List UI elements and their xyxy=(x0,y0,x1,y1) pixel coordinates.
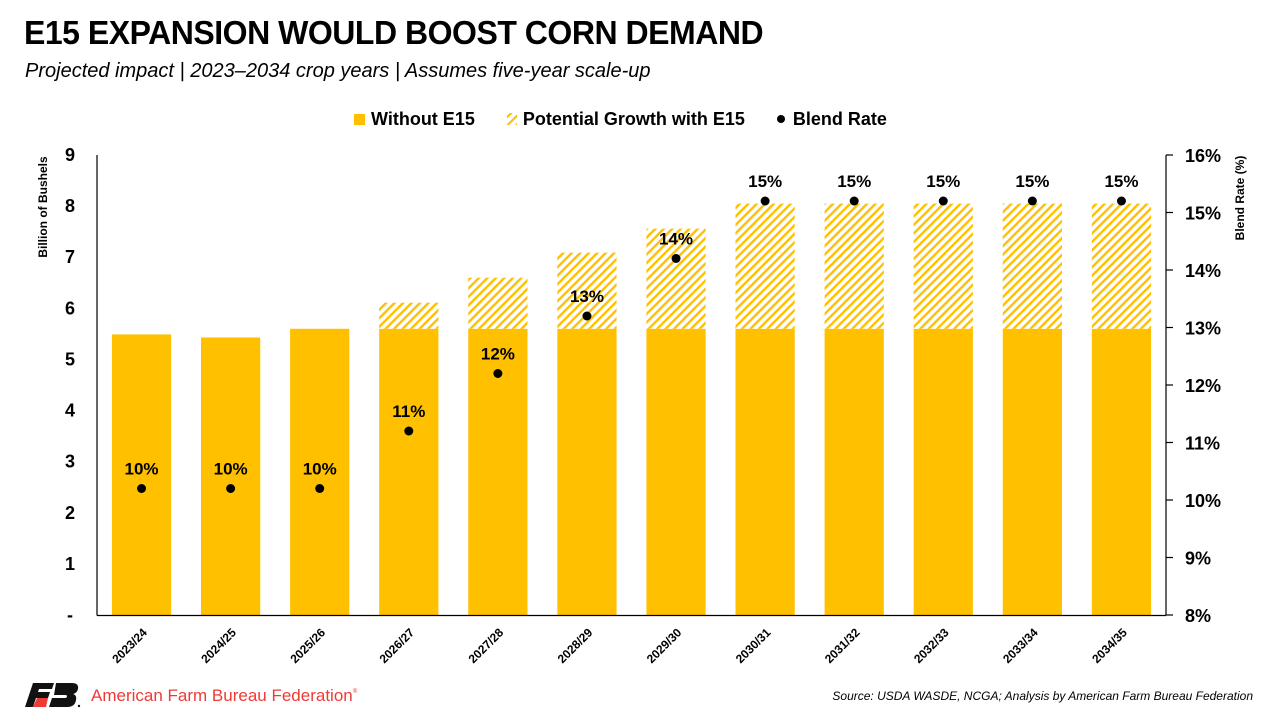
blend-rate-label: 11% xyxy=(392,402,425,421)
bar-potential-growth xyxy=(379,302,439,329)
y2-tick-label: 10% xyxy=(1185,491,1221,511)
blend-rate-dot xyxy=(938,196,948,206)
source-note: Source: USDA WASDE, NCGA; Analysis by Am… xyxy=(832,689,1253,703)
bar-without-e15 xyxy=(379,328,439,615)
bar-potential-growth xyxy=(1002,203,1062,329)
x-tick-label: 2024/25 xyxy=(198,625,239,666)
bar-without-e15 xyxy=(646,328,706,615)
blend-rate-label: 15% xyxy=(1104,172,1138,191)
y-tick-label: 8 xyxy=(65,196,75,216)
solid-square-icon xyxy=(354,113,365,125)
legend: Without E15 Potential Growth with E15 Bl… xyxy=(354,108,887,130)
bar-without-e15 xyxy=(111,334,172,615)
y-tick-label: 6 xyxy=(65,298,75,318)
y-tick-label: 5 xyxy=(65,349,75,369)
legend-item-potential-growth: Potential Growth with E15 xyxy=(506,108,745,130)
afbf-logo xyxy=(24,681,82,709)
legend-label: Blend Rate xyxy=(792,108,887,129)
blend-rate-label: 15% xyxy=(837,172,871,191)
blend-rate-dot xyxy=(315,484,325,493)
bar-without-e15 xyxy=(290,328,350,615)
blend-rate-label: 10% xyxy=(214,460,248,479)
blend-rate-dot xyxy=(1027,196,1037,206)
blend-rate-label: 12% xyxy=(481,345,515,364)
x-tick-label: 2025/26 xyxy=(287,625,328,666)
blend-rate-dot xyxy=(1116,196,1126,206)
bar-potential-growth xyxy=(913,203,973,329)
x-tick-label: 2028/29 xyxy=(555,625,596,666)
blend-rate-dot xyxy=(137,484,147,493)
blend-rate-dot xyxy=(760,196,770,206)
chart-subtitle: Projected impact | 2023–2034 crop years … xyxy=(25,60,651,82)
y2-tick-label: 8% xyxy=(1185,606,1211,626)
chart-title: E15 EXPANSION WOULD BOOST CORN DEMAND xyxy=(24,14,764,51)
legend-label: Without E15 xyxy=(371,108,475,129)
legend-item-blend-rate: Blend Rate xyxy=(776,108,887,130)
dots-layer: 10% 10% 10% 11% 12% 13% 14% 15% 15% 15% 15% 15% xyxy=(125,172,1138,493)
y2-tick-label: 15% xyxy=(1185,204,1221,224)
afbf-logo-icon xyxy=(25,683,81,708)
bar-potential-growth xyxy=(646,228,706,329)
bar-without-e15 xyxy=(1002,328,1062,615)
hatched-square-icon xyxy=(506,113,517,125)
bar-potential-growth xyxy=(468,277,528,329)
dot-icon xyxy=(776,115,785,123)
x-tick-label: 2029/30 xyxy=(644,625,685,666)
y2-tick-label: 12% xyxy=(1185,376,1221,396)
org-name-text: American Farm Bureau Federation xyxy=(91,686,353,705)
x-tick-label: 2026/27 xyxy=(377,625,418,666)
y-tick-label: 7 xyxy=(65,247,75,267)
org-name: American Farm Bureau Federation® xyxy=(91,686,357,706)
bar-without-e15 xyxy=(557,328,617,615)
x-tick-label: 2032/33 xyxy=(911,625,952,666)
blend-rate-label: 15% xyxy=(926,172,960,191)
x-tick-label: 2023/24 xyxy=(109,625,150,666)
y-tick-label: 3 xyxy=(65,452,75,472)
y2-tick-label: 11% xyxy=(1185,434,1220,454)
blend-rate-label: 15% xyxy=(1015,172,1049,191)
bar-potential-growth xyxy=(824,203,884,329)
x-tick-label: 2034/35 xyxy=(1089,625,1130,666)
y-axis-label: Billion of Bushels xyxy=(36,156,50,258)
y-tick-label: 2 xyxy=(65,503,75,523)
blend-rate-label: 14% xyxy=(659,230,693,249)
bars-layer xyxy=(111,203,1152,615)
blend-rate-label: 10% xyxy=(303,460,337,479)
bar-without-e15 xyxy=(824,328,884,615)
x-tick-label: 2027/28 xyxy=(466,625,507,666)
blend-rate-label: 13% xyxy=(570,287,604,306)
bar-without-e15 xyxy=(201,337,261,615)
y2-tick-label: 14% xyxy=(1185,261,1221,281)
blend-rate-label: 10% xyxy=(125,460,159,479)
bar-potential-growth xyxy=(1091,203,1152,329)
y2-axis-label: Blend Rate (%) xyxy=(1233,156,1247,241)
y-tick-label: 9 xyxy=(65,145,75,165)
blend-rate-dot xyxy=(493,369,503,378)
bar-without-e15 xyxy=(913,328,973,615)
y2-tick-label: 9% xyxy=(1185,549,1211,569)
blend-rate-label: 15% xyxy=(748,172,782,191)
bar-potential-growth xyxy=(735,203,795,329)
legend-label: Potential Growth with E15 xyxy=(522,108,745,129)
bar-without-e15 xyxy=(735,328,795,615)
bar-without-e15 xyxy=(1091,328,1152,615)
y2-tick-label: 16% xyxy=(1185,146,1221,166)
registered-mark: ® xyxy=(352,689,358,695)
blend-rate-dot xyxy=(226,484,236,493)
legend-item-without-e15: Without E15 xyxy=(354,109,475,130)
blend-rate-dot xyxy=(404,426,414,436)
y-tick-label: 1 xyxy=(65,554,75,574)
y2-tick-label: 13% xyxy=(1185,319,1221,339)
x-tick-label: 2031/32 xyxy=(822,625,863,666)
x-tick-label: 2033/34 xyxy=(1000,625,1041,666)
blend-rate-dot xyxy=(671,254,681,263)
blend-rate-dot xyxy=(849,196,859,206)
x-tick-label: 2030/31 xyxy=(733,625,774,666)
blend-rate-dot xyxy=(582,311,592,321)
y-tick-label: 4 xyxy=(65,401,75,421)
y-tick-label: - xyxy=(67,605,73,625)
